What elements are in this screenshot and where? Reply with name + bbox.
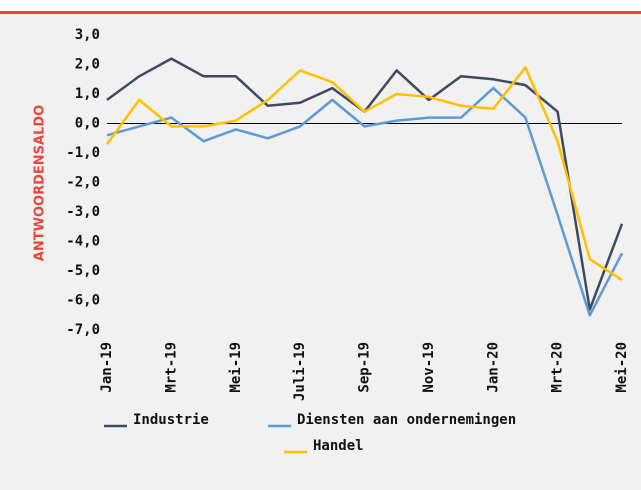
- y-tick-label: -2,0: [66, 175, 100, 191]
- top-band: [0, 0, 641, 12]
- y-axis-label: ANTWOORDENSALDO: [33, 105, 48, 261]
- y-tick-label: -1,0: [66, 145, 100, 161]
- legend-label: Industrie: [133, 412, 209, 428]
- series-line: [105, 66, 623, 281]
- legend-label: Diensten aan ondernemingen: [297, 412, 516, 428]
- legend-label: Handel: [313, 438, 364, 454]
- y-tick-label: 1,0: [75, 86, 100, 102]
- x-tick-label: Sep-19: [357, 342, 373, 393]
- x-tick-label: Nov-19: [421, 342, 437, 393]
- x-tick-label: Mei-20: [614, 342, 630, 393]
- y-tick-label: -7,0: [66, 322, 100, 338]
- top-rule: [0, 11, 641, 14]
- series-line: [106, 86, 624, 317]
- x-tick-label: Jan-20: [485, 342, 501, 393]
- y-tick-label: 3,0: [75, 27, 100, 43]
- x-tick-label: Juli-19: [292, 342, 308, 401]
- y-tick-label: -3,0: [66, 204, 100, 220]
- y-tick-label: 2,0: [75, 57, 100, 73]
- y-tick-label: -5,0: [66, 263, 100, 279]
- x-tick-label: Jan-19: [99, 342, 115, 393]
- y-tick-label: -4,0: [66, 234, 100, 250]
- x-tick-label: Mrt-20: [550, 342, 566, 393]
- x-tick-label: Mei-19: [228, 342, 244, 393]
- x-tick-label: Mrt-19: [163, 342, 179, 393]
- y-tick-label: -6,0: [66, 293, 100, 309]
- y-tick-label: 0,0: [75, 116, 100, 132]
